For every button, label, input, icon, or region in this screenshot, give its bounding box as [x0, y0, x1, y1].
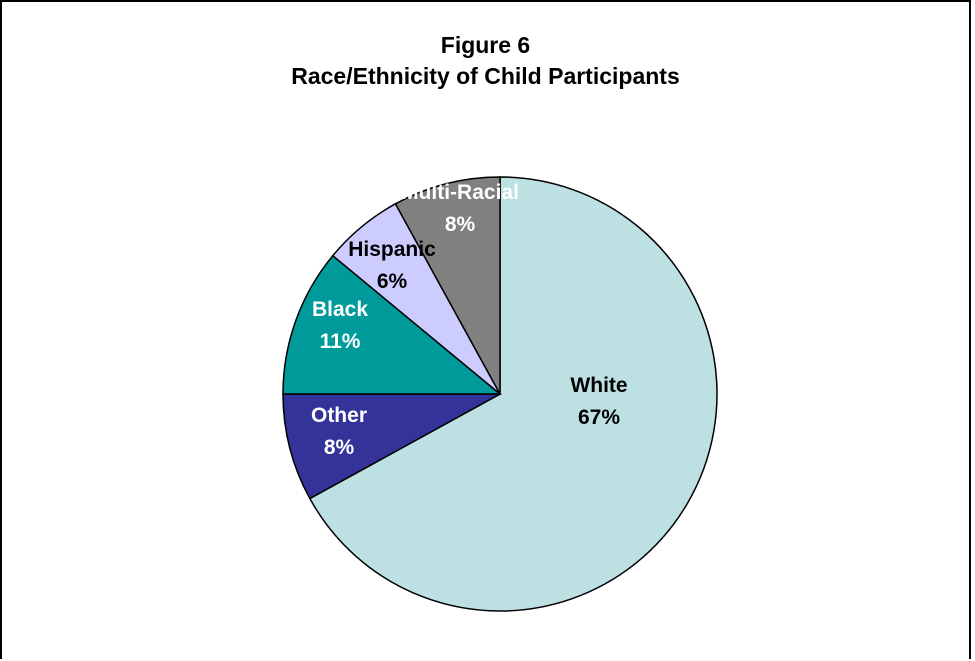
pie-slice-other	[282, 393, 501, 500]
pie-slice-multi-racial	[394, 176, 501, 395]
slice-percent-multi-racial: 8%	[445, 213, 476, 236]
slice-label-multi-racial: Multi-Racial	[401, 181, 519, 204]
slice-label-other: Other	[311, 404, 367, 427]
slice-label-hispanic: Hispanic	[348, 238, 436, 261]
slice-percent-hispanic: 6%	[377, 270, 408, 293]
chart-subtitle: Race/Ethnicity of Child Participants	[291, 63, 680, 89]
pie-slice-white	[308, 176, 718, 612]
slice-percent-black: 11%	[320, 330, 361, 353]
pie-slice-black	[282, 254, 503, 395]
slice-percent-other: 8%	[324, 436, 355, 459]
slice-label-white: White	[570, 374, 627, 397]
slice-label-black: Black	[312, 298, 368, 321]
chart-title: Figure 6	[440, 32, 531, 58]
slice-percent-white: 67%	[578, 406, 620, 429]
chart-title-block: Figure 6 Race/Ethnicity of Child Partici…	[2, 30, 969, 92]
